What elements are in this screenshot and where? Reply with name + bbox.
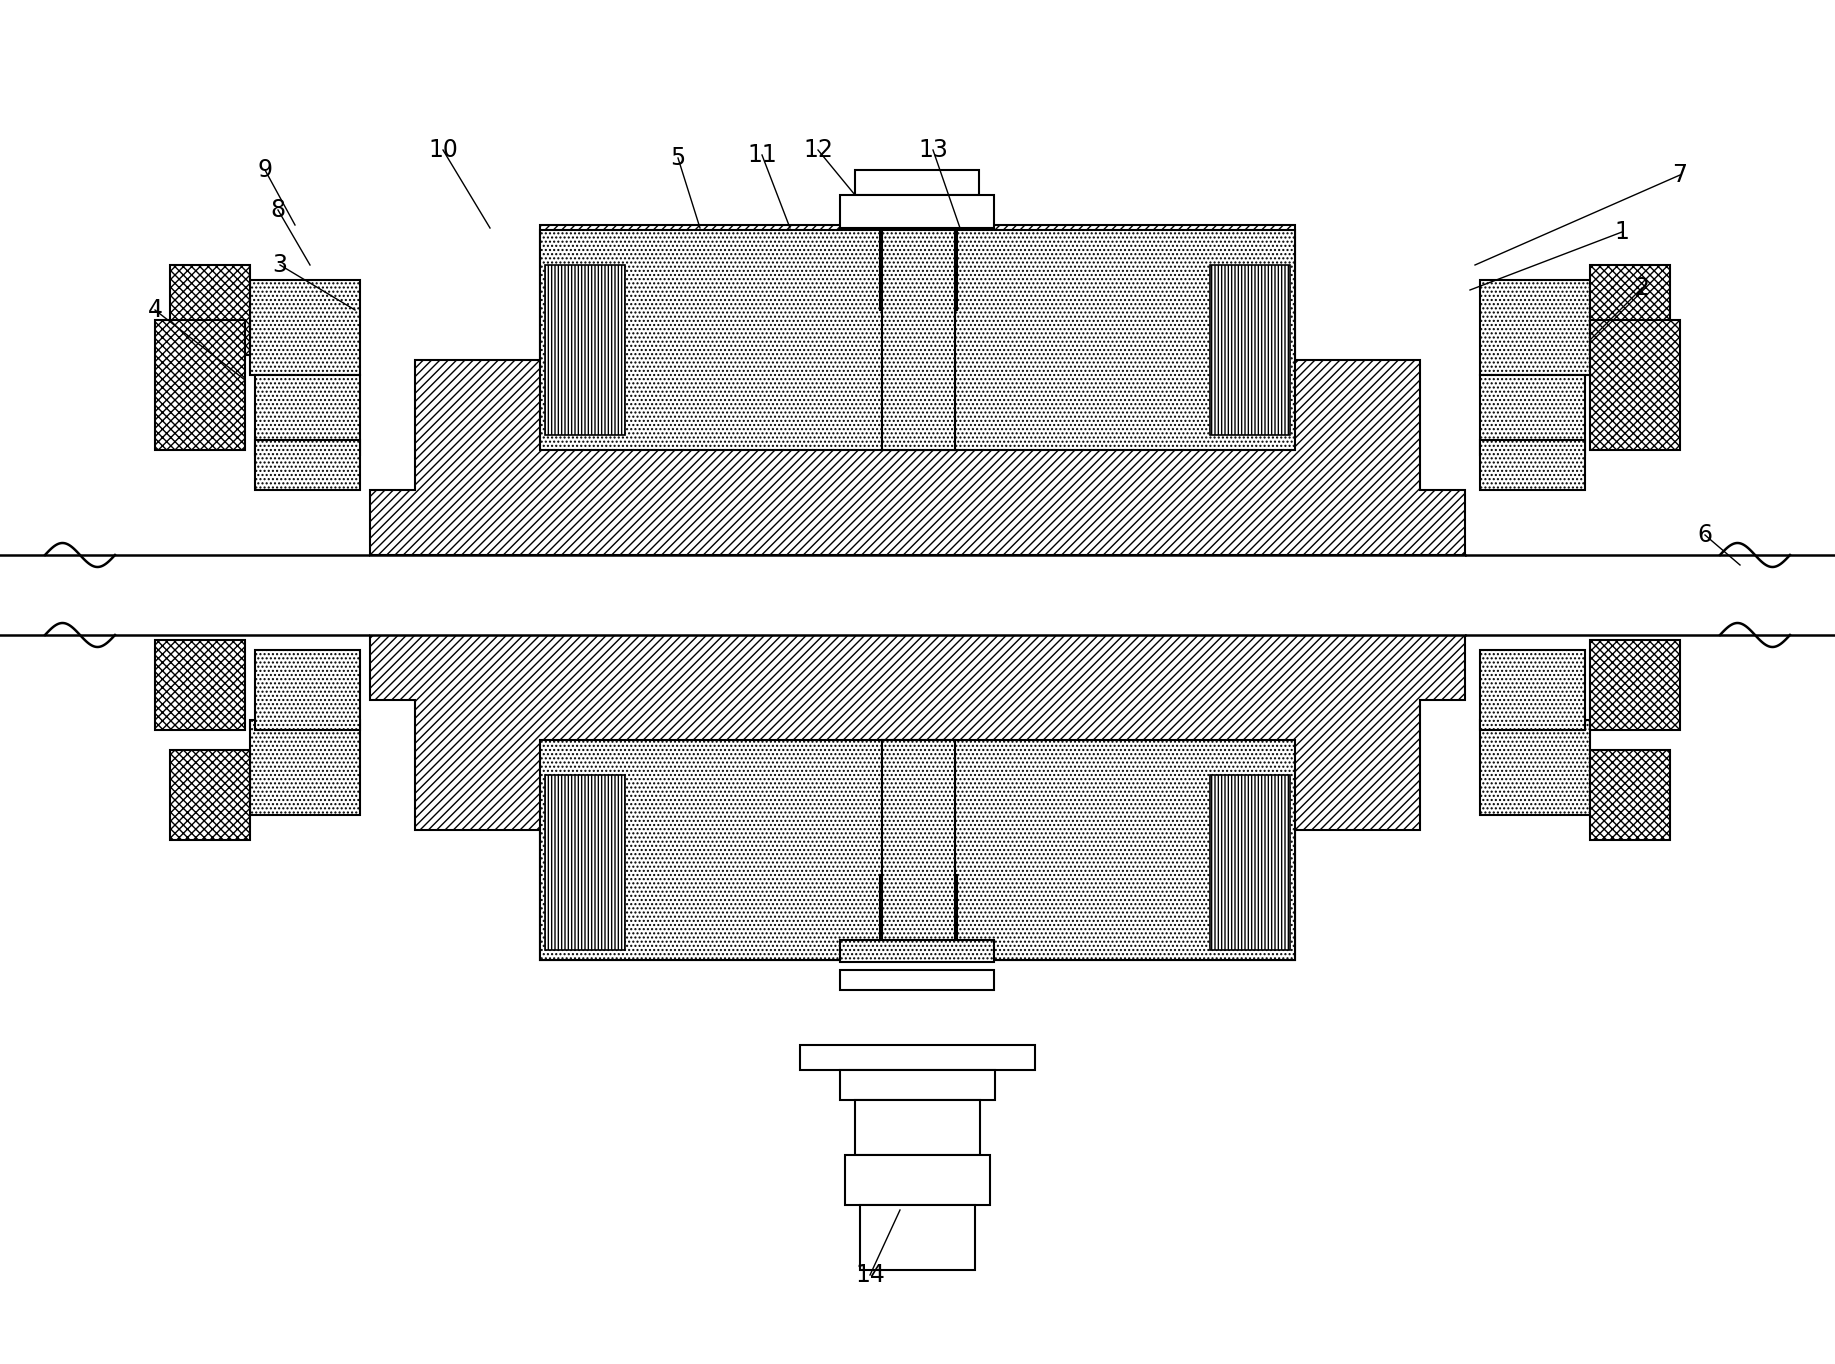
Bar bbox=[840, 195, 995, 228]
Bar bbox=[255, 651, 360, 730]
Bar bbox=[855, 170, 980, 195]
Bar bbox=[840, 1069, 995, 1099]
Bar bbox=[855, 1099, 980, 1155]
Bar bbox=[1209, 265, 1290, 435]
Bar bbox=[171, 265, 250, 355]
Bar bbox=[371, 555, 1464, 636]
Bar bbox=[861, 1204, 974, 1270]
Text: 3: 3 bbox=[273, 252, 288, 277]
Bar bbox=[800, 1045, 1035, 1069]
Bar bbox=[1481, 441, 1585, 490]
Bar bbox=[844, 1155, 991, 1204]
Bar bbox=[171, 750, 250, 840]
Bar bbox=[1481, 720, 1589, 816]
Polygon shape bbox=[954, 231, 1296, 450]
Bar bbox=[154, 640, 246, 730]
Bar bbox=[883, 231, 954, 450]
Text: 8: 8 bbox=[270, 198, 286, 222]
Bar bbox=[1589, 265, 1670, 355]
Text: 10: 10 bbox=[428, 138, 459, 162]
Polygon shape bbox=[539, 741, 883, 960]
Bar bbox=[1589, 640, 1681, 730]
Text: 13: 13 bbox=[918, 138, 949, 162]
Polygon shape bbox=[539, 231, 883, 450]
Bar bbox=[250, 280, 360, 375]
Bar bbox=[840, 940, 995, 962]
Text: 7: 7 bbox=[1672, 164, 1688, 187]
Text: 6: 6 bbox=[1697, 522, 1712, 547]
Text: 9: 9 bbox=[257, 158, 273, 181]
Bar bbox=[0, 555, 1835, 636]
Text: 5: 5 bbox=[670, 146, 686, 170]
Text: 4: 4 bbox=[147, 297, 163, 322]
Bar bbox=[255, 375, 360, 456]
Bar bbox=[545, 775, 626, 949]
Bar bbox=[1481, 280, 1589, 375]
Bar bbox=[255, 441, 360, 490]
Bar bbox=[545, 265, 626, 435]
Bar bbox=[1481, 375, 1585, 456]
Bar bbox=[1589, 321, 1681, 450]
Bar bbox=[1481, 651, 1585, 730]
Bar bbox=[883, 741, 954, 960]
Text: 1: 1 bbox=[1615, 220, 1629, 244]
Polygon shape bbox=[954, 741, 1296, 960]
Text: 2: 2 bbox=[1635, 276, 1650, 300]
Text: 11: 11 bbox=[747, 143, 776, 166]
Bar bbox=[154, 321, 246, 450]
Bar bbox=[840, 970, 995, 990]
Polygon shape bbox=[371, 636, 1464, 960]
Bar bbox=[1209, 775, 1290, 949]
Bar bbox=[1589, 750, 1670, 840]
Text: 12: 12 bbox=[804, 138, 833, 162]
Bar bbox=[250, 720, 360, 816]
Text: 14: 14 bbox=[855, 1263, 884, 1288]
Polygon shape bbox=[371, 225, 1464, 555]
